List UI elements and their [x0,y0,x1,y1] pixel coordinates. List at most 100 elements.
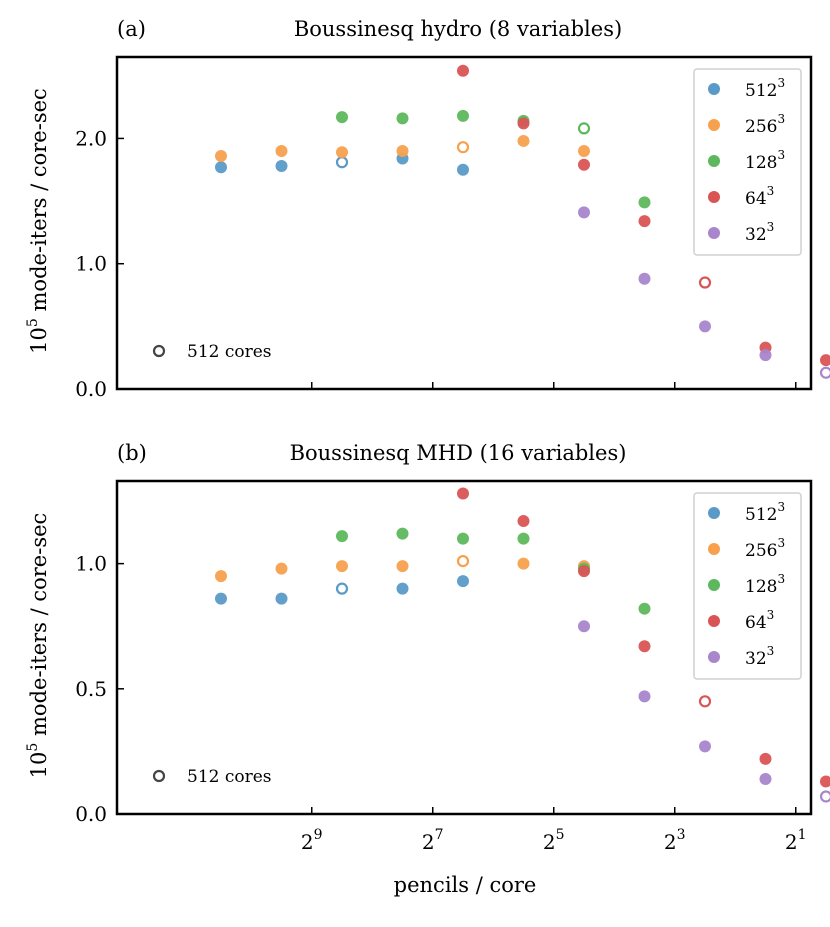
data-point-open [335,156,349,169]
open-marker-label: 512 cores [187,767,272,787]
x-tick-label: 27 [422,827,444,854]
data-point [457,109,469,122]
data-point [578,144,590,157]
data-point [336,111,348,124]
data-point-open [819,366,830,379]
panel-label: (a) [117,17,146,41]
data-point [638,640,651,653]
data-point-open [335,582,349,595]
legend-label-base: 256 [745,541,777,561]
x-tick-exponent: 9 [314,827,323,843]
legend-marker [708,543,720,555]
legend-marker [708,155,720,167]
data-point [699,740,711,753]
legend-label-base: 512 [745,81,777,101]
legend-label: 323 [745,644,774,669]
legend-label-base: 128 [745,577,777,597]
legend-label-base: 32 [745,225,767,245]
plot-frame [115,55,813,391]
y-label-text: mode-iters / core-sec [27,513,51,743]
legend-box [693,68,802,256]
data-point [215,149,227,162]
legend-marker [708,651,720,663]
legend-label: 1283 [745,572,785,597]
y-label-exponent: 5 [25,318,41,327]
legend-marker [708,579,720,591]
data-point [820,775,830,788]
data-point [517,557,530,570]
plot-frame [115,479,813,816]
data-point [396,582,409,595]
x-tick-label: 21 [785,827,807,854]
legend-marker [708,615,720,627]
legend-box [693,492,802,680]
data-point-open [577,122,591,135]
y-tick-label: 0.5 [75,677,107,701]
data-point [578,565,590,578]
panel-a: (a) Boussinesq hydro (8 variables) 0.0 1.0 2… [25,17,830,401]
legend-marker [708,191,720,203]
legend-label: 1283 [745,148,785,173]
legend-label-exponent: 3 [777,76,785,90]
y-tick-label: 2.0 [75,126,107,150]
legend-marker [708,507,720,519]
y-label-base: 10 [27,752,51,779]
x-tick-base: 2 [301,830,314,854]
data-point [638,196,651,209]
data-point [457,575,469,588]
legend-label-base: 32 [745,649,767,669]
legend-marker [708,227,720,239]
x-tick-exponent: 3 [677,827,686,843]
legend-label: 323 [745,220,774,245]
panel-b: (b) Boussinesq MHD (16 variables) 0.0 0.5 1.… [25,441,830,854]
legend-label-base: 64 [745,189,767,209]
legend-label-exponent: 3 [777,572,785,586]
y-label-text: mode-iters / core-sec [27,88,51,318]
legend-marker [708,83,720,95]
legend-label: 5123 [745,76,785,101]
data-point [759,772,772,785]
y-label-exponent: 5 [25,743,41,752]
data-point-open [456,555,470,568]
chart-title: Boussinesq hydro (8 variables) [294,17,622,41]
x-tick-base: 2 [543,830,556,854]
x-tick-base: 2 [422,830,435,854]
data-point [578,158,590,171]
legend-label: 643 [745,184,774,209]
legend-label-exponent: 3 [777,112,785,126]
y-axis-label: 105 mode-iters / core-sec [25,513,51,779]
y-axis-label: 105 mode-iters / core-sec [25,88,51,354]
data-point [517,117,530,130]
x-tick-base: 2 [664,830,677,854]
data-point [578,620,590,633]
data-point [275,159,288,172]
legend-marker [708,119,720,131]
legend-label-exponent: 3 [767,220,775,234]
data-point [396,527,409,540]
data-point-open [819,790,830,803]
legend-label-base: 256 [745,117,777,137]
x-tick-exponent: 7 [435,827,444,843]
legend-label-exponent: 3 [777,500,785,514]
legend-label-exponent: 3 [767,608,775,622]
y-tick-label: 0.0 [75,802,107,826]
data-point-open [698,276,712,289]
panel-label: (b) [117,441,147,465]
data-point [275,144,288,157]
data-point [457,64,469,77]
data-point [638,215,651,228]
data-point [638,602,651,615]
data-point [396,112,409,125]
legend-label-exponent: 3 [777,536,785,550]
data-point [215,570,227,583]
data-point [457,163,469,176]
data-point [336,560,348,573]
open-marker-icon [152,769,166,783]
data-point [457,532,469,545]
legend-label: 5123 [745,500,785,525]
chart-title: Boussinesq MHD (16 variables) [290,441,627,465]
data-point [336,530,348,543]
data-point [215,592,227,605]
